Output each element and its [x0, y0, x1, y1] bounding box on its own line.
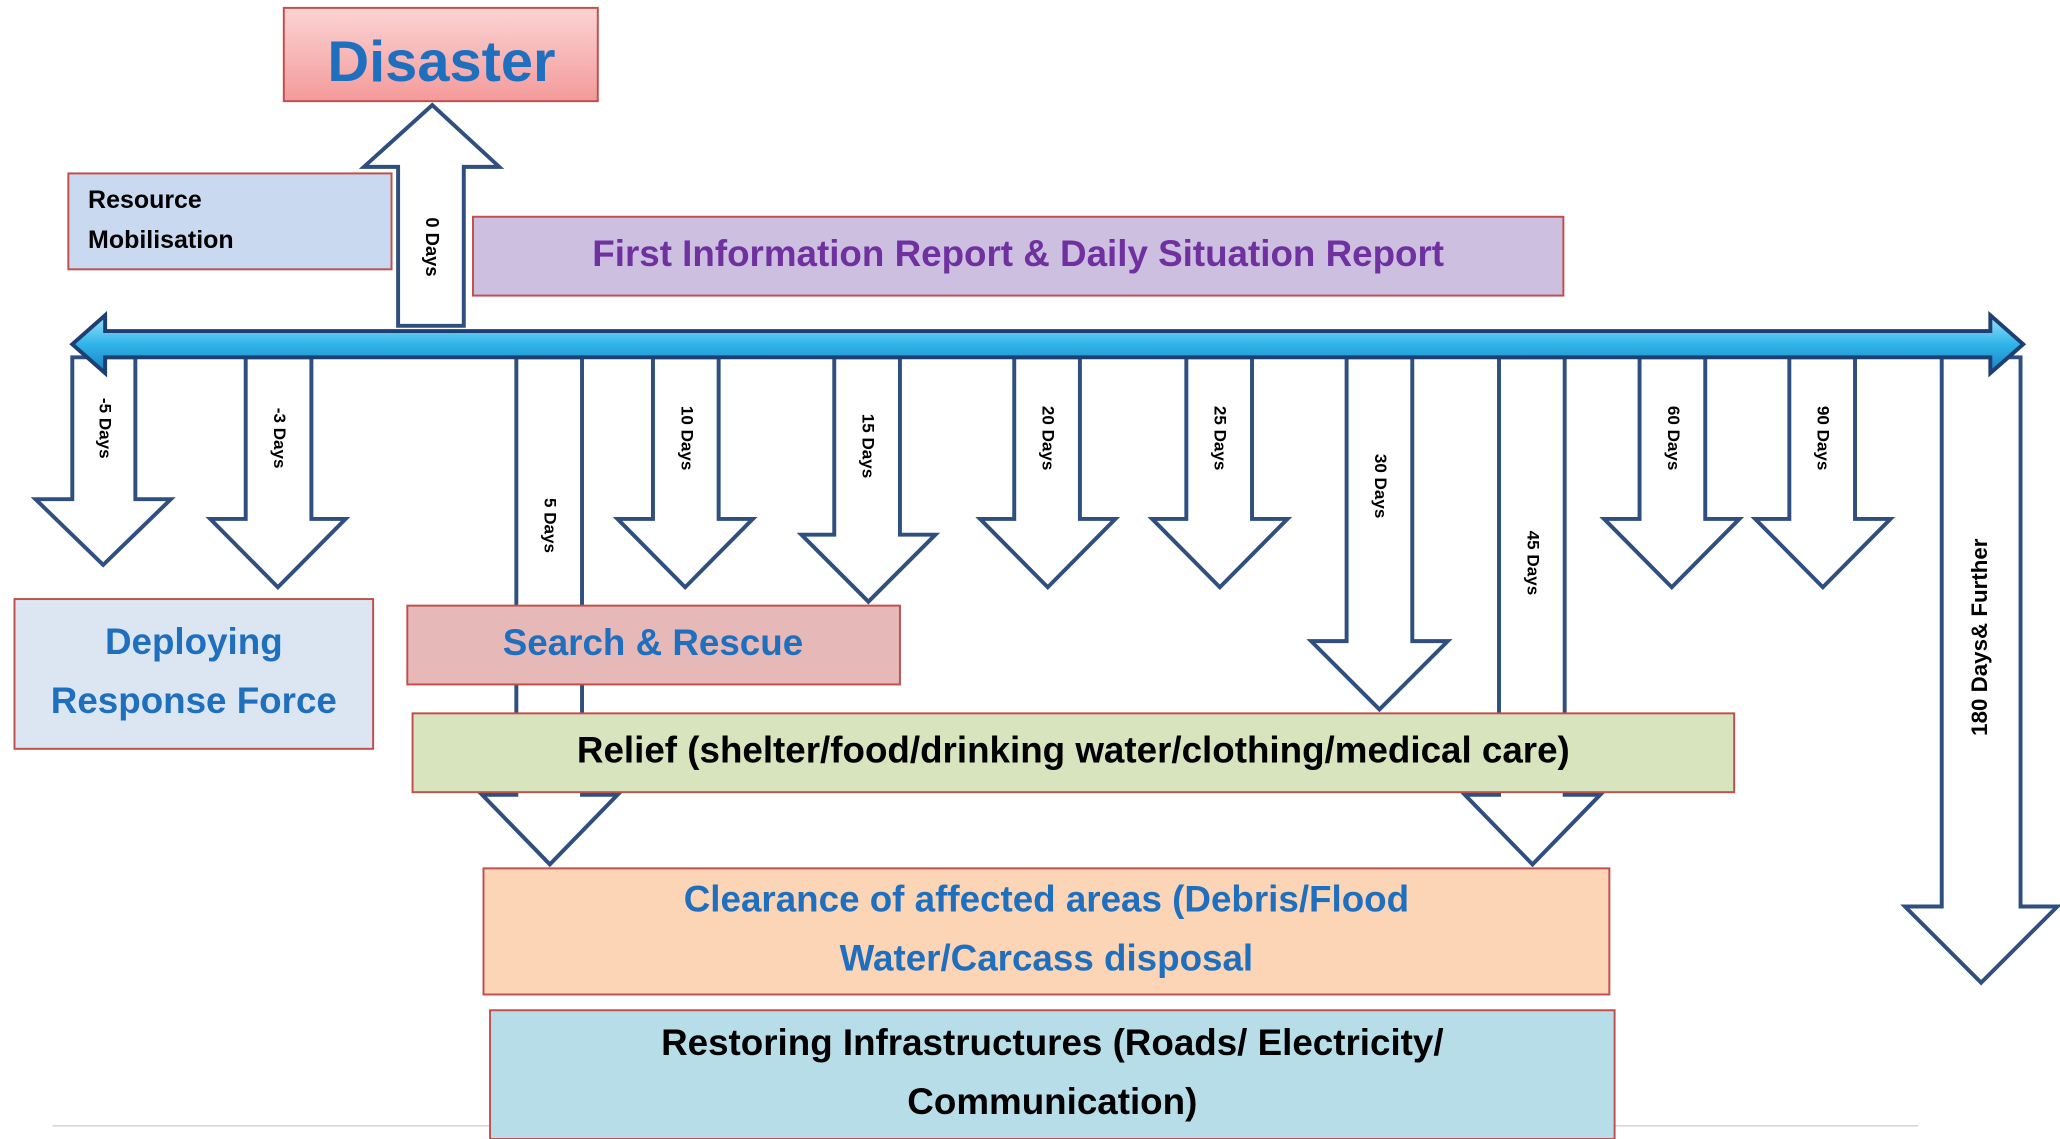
down-arrow-label: -3 Days — [270, 408, 289, 469]
down-arrow — [796, 355, 941, 605]
box-text: Resource — [88, 186, 202, 214]
down-arrow-label: 60 Days — [1664, 406, 1683, 471]
title: Disaster — [327, 30, 555, 94]
box-text: Search & Rescue — [503, 622, 803, 663]
down-arrow — [1900, 355, 2060, 986]
down-arrow-label: 5 Days — [541, 498, 560, 553]
down-arrow-label: 90 Days — [1814, 406, 1833, 471]
box-text: Deploying — [105, 621, 283, 662]
up-arrow — [358, 102, 505, 328]
box — [13, 598, 375, 750]
box-text: Communication) — [907, 1081, 1197, 1122]
down-arrow — [1750, 355, 1896, 591]
down-arrow-label: -5 Days — [95, 398, 114, 459]
box — [67, 172, 393, 271]
box-text: Restoring Infrastructures (Roads/ Electr… — [661, 1022, 1443, 1063]
down-arrow — [1460, 355, 1605, 868]
down-arrow-label: 180 Days& Further — [1967, 538, 1992, 736]
down-arrow-label: 20 Days — [1039, 406, 1058, 471]
box-text: Response Force — [51, 680, 337, 721]
timeline — [69, 310, 2027, 378]
box-text: First Information Report & Daily Situati… — [592, 233, 1444, 274]
down-arrow — [975, 355, 1121, 591]
down-arrow-label: 15 Days — [859, 414, 878, 479]
down-arrow — [612, 355, 758, 591]
box-text: Mobilisation — [88, 226, 234, 254]
box-text: Relief (shelter/food/drinking water/clot… — [577, 729, 1570, 770]
down-arrow — [30, 355, 176, 568]
down-arrow — [1599, 355, 1745, 591]
box — [406, 604, 901, 686]
down-arrow-label: 45 Days — [1523, 531, 1542, 596]
down-arrow-label: 10 Days — [677, 406, 696, 471]
down-arrow-label: 30 Days — [1371, 454, 1390, 519]
down-arrow-label: 25 Days — [1211, 406, 1230, 471]
box — [489, 1009, 1616, 1139]
box — [471, 215, 1565, 297]
box-text: Clearance of affected areas (Debris/Floo… — [684, 879, 1409, 920]
box — [411, 712, 1736, 794]
box-text: Water/Carcass disposal — [840, 938, 1253, 979]
title-box — [282, 6, 599, 103]
up-arrow-label: 0 Days — [422, 217, 443, 276]
down-arrow — [1306, 355, 1453, 713]
box — [482, 867, 1611, 996]
down-arrow — [205, 355, 351, 591]
down-arrow — [1147, 355, 1293, 591]
